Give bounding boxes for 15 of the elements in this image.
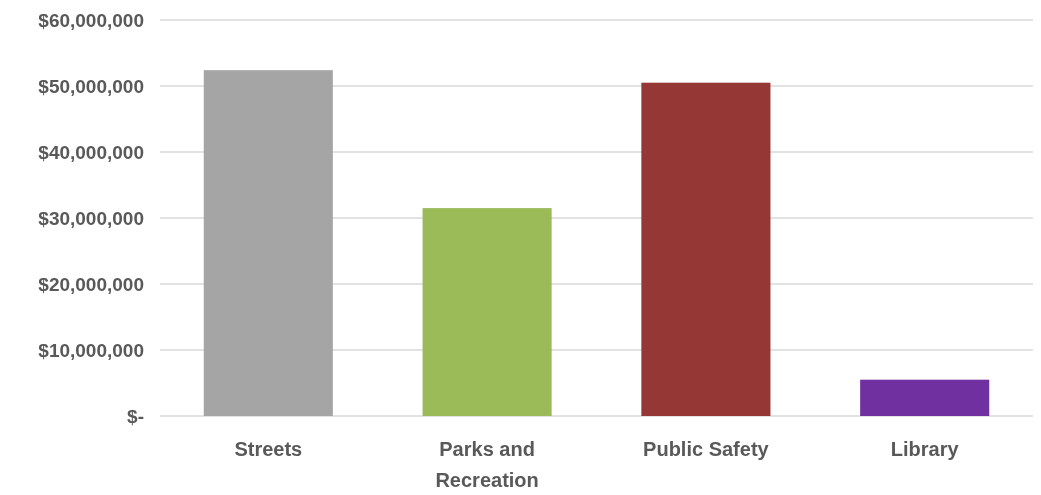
y-tick-label: $40,000,000: [38, 141, 144, 163]
y-tick-label: $50,000,000: [38, 75, 144, 97]
x-tick-label: Public Safety: [643, 438, 770, 460]
y-tick-label: $10,000,000: [38, 339, 144, 361]
bar: [860, 379, 990, 416]
bar: [422, 208, 552, 416]
x-tick-label: Parks and Recreation: [435, 438, 539, 491]
bar: [203, 70, 333, 416]
y-tick-label: $60,000,000: [38, 9, 144, 31]
y-tick-label: $-: [127, 405, 144, 427]
y-tick-label: $30,000,000: [38, 207, 144, 229]
bar: [641, 82, 771, 416]
x-tick-label: Streets: [234, 438, 303, 460]
y-tick-label: $20,000,000: [38, 273, 144, 295]
x-tick-label: Library: [890, 438, 960, 460]
